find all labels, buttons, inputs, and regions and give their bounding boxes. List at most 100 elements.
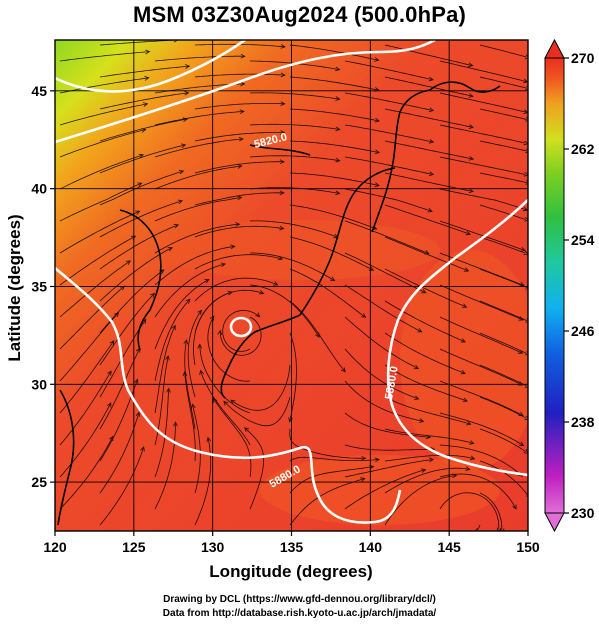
streamline <box>154 111 244 126</box>
streamline-arrow <box>171 324 176 331</box>
streamline-arrow <box>461 303 468 308</box>
streamline <box>99 446 145 526</box>
streamline-arrow <box>137 182 143 187</box>
contour-label-east: 5880.0 <box>383 365 401 400</box>
streamline-arrow <box>237 164 243 169</box>
streamline <box>439 124 526 144</box>
streamline-arrow <box>135 210 141 215</box>
x-tick-label: 130 <box>201 539 225 555</box>
colorbar-max-arrow <box>544 38 565 59</box>
streamline <box>479 460 528 496</box>
streamline-arrow <box>340 367 346 373</box>
streamline-arrow <box>191 403 196 409</box>
streamline <box>154 197 242 222</box>
streamline-arrow <box>279 159 285 165</box>
geopotential-contours <box>55 40 528 524</box>
streamline <box>99 40 175 46</box>
streamline <box>289 140 380 153</box>
streamline <box>59 402 112 478</box>
streamline-arrow <box>335 190 341 196</box>
x-tick-label: 140 <box>359 539 383 555</box>
streamline <box>344 348 419 400</box>
streamline <box>289 204 377 230</box>
streamline <box>99 224 179 270</box>
streamline <box>212 398 252 478</box>
streamline <box>249 187 340 194</box>
streamline-arrow <box>114 311 120 318</box>
streamline-arrow <box>141 128 147 133</box>
streamline <box>223 396 291 427</box>
streamline-arrow <box>463 267 470 272</box>
streamline-arrow <box>335 126 341 132</box>
streamline <box>99 412 140 494</box>
streamline-arrow <box>465 230 471 236</box>
streamline <box>249 284 320 338</box>
streamline-arrow <box>240 53 246 59</box>
streamline-arrow <box>468 62 474 68</box>
streamline-arrow <box>374 182 380 188</box>
streamline-arrow <box>374 149 381 155</box>
streamline <box>479 396 527 419</box>
streamline-arrow <box>462 397 468 402</box>
y-axis-ticks: 25 30 35 40 45 <box>31 83 55 490</box>
streamline <box>219 316 262 356</box>
streamline <box>479 300 528 322</box>
streamline-arrow <box>523 250 528 255</box>
streamline <box>344 459 434 478</box>
streamline <box>344 444 435 451</box>
colorbar-tick-label: 246 <box>571 323 595 339</box>
streamline <box>59 182 142 222</box>
streamline <box>244 427 265 510</box>
x-tick-label: 120 <box>43 539 67 555</box>
streamline-arrow <box>107 370 112 376</box>
streamline-arrow <box>361 313 367 318</box>
streamline <box>154 223 240 254</box>
streamline-arrow <box>279 225 285 231</box>
streamline-arrow <box>414 395 420 400</box>
streamline <box>59 129 146 158</box>
streamline-arrow <box>125 260 132 265</box>
streamline-arrow <box>524 217 528 222</box>
streamline-arrow <box>227 290 233 296</box>
streamline-arrow <box>199 369 204 375</box>
streamline-arrow <box>223 400 229 406</box>
streamline-arrow <box>145 49 151 55</box>
streamline-arrow <box>428 171 435 177</box>
streamline <box>249 155 340 162</box>
streamline-arrow <box>177 199 184 205</box>
streamline-arrow <box>361 455 367 461</box>
streamline <box>154 245 235 286</box>
streamline <box>344 469 426 510</box>
streamline <box>289 428 366 459</box>
streamline <box>439 220 526 251</box>
streamline-arrow <box>173 421 178 427</box>
colorbar-tick-label: 270 <box>571 50 595 66</box>
streamline <box>289 44 379 61</box>
streamline <box>344 60 434 81</box>
streamline <box>194 103 285 110</box>
streamline <box>154 55 245 62</box>
streamline <box>479 364 527 387</box>
streamline <box>99 379 138 462</box>
streamline <box>154 325 176 414</box>
streamline-arrow <box>185 298 191 304</box>
streamline-arrow <box>523 140 528 146</box>
streamline <box>344 156 434 175</box>
streamline-arrow <box>235 222 241 227</box>
streamline-arrow <box>206 436 212 443</box>
streamline <box>384 204 471 235</box>
streamline <box>439 188 528 211</box>
streamline <box>439 60 528 83</box>
streamline <box>439 156 526 175</box>
streamline-arrow <box>109 340 115 346</box>
streamline <box>384 44 473 67</box>
streamline-arrow <box>197 343 203 349</box>
streamline-arrow <box>280 101 286 106</box>
streamline <box>187 310 202 398</box>
map-title: MSM 03Z30Aug2024 (500.0hPa) <box>132 2 467 27</box>
streamline-arrow <box>335 66 341 72</box>
streamline <box>384 454 475 462</box>
x-axis-label: Longitude (degrees) <box>209 562 372 581</box>
streamline <box>344 412 431 438</box>
